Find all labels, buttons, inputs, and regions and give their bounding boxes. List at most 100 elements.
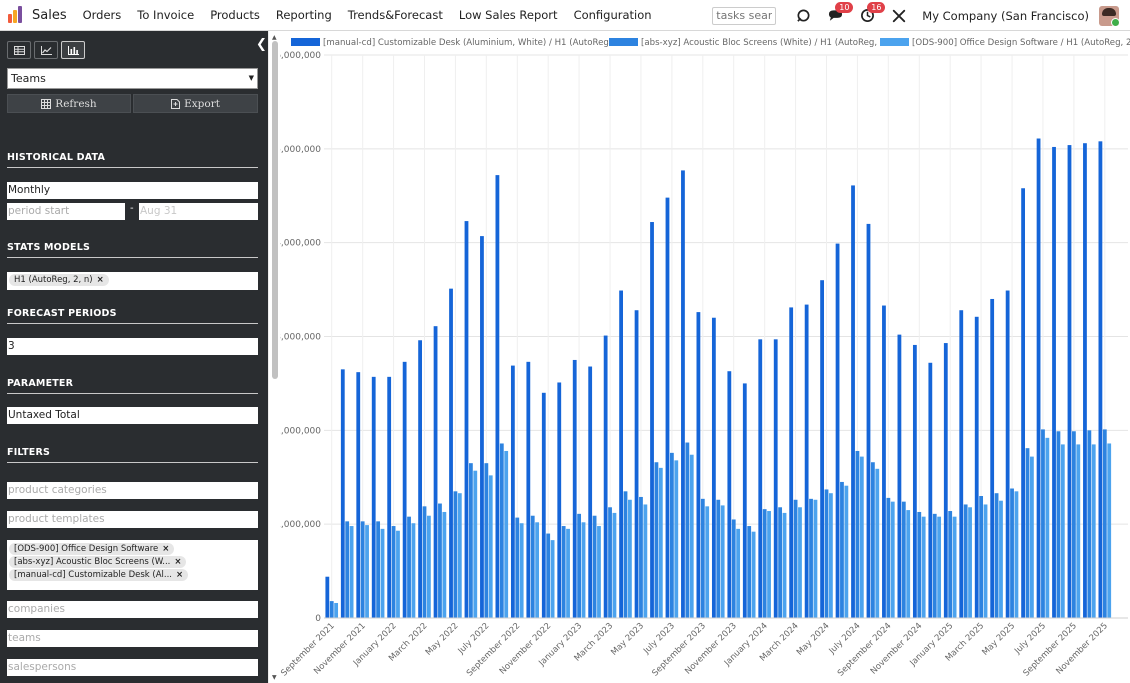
bar xyxy=(643,504,648,618)
bar xyxy=(1091,444,1096,618)
app-name[interactable]: Sales xyxy=(32,7,67,23)
bar xyxy=(1014,491,1019,618)
activities-clock-icon[interactable]: 16 xyxy=(858,1,886,25)
bar xyxy=(561,526,566,618)
tasks-search-input[interactable] xyxy=(712,6,777,25)
products-tag-field[interactable]: [ODS-900] Office Design Software × [abs-x… xyxy=(7,540,258,590)
product-categories-input[interactable]: product categories xyxy=(7,482,258,499)
messages-icon[interactable]: 10 xyxy=(826,1,854,25)
bar xyxy=(1098,141,1103,618)
bar xyxy=(886,497,891,618)
period-select[interactable]: Monthly xyxy=(7,182,258,199)
bar xyxy=(504,450,509,618)
teams-input[interactable]: teams xyxy=(7,630,258,647)
product-tag: [ODS-900] Office Design Software × xyxy=(9,543,175,555)
bar xyxy=(851,185,855,618)
salespersons-input[interactable]: salespersons xyxy=(7,659,258,676)
bar xyxy=(530,515,535,618)
scroll-up-arrow-icon[interactable]: ▲ xyxy=(272,34,277,41)
bar xyxy=(917,511,922,618)
top-navbar: Sales Orders To Invoice Products Reporti… xyxy=(0,0,1130,31)
menu-low-sales-report[interactable]: Low Sales Report xyxy=(458,8,558,22)
remove-tag-icon[interactable]: × xyxy=(174,557,182,567)
bar xyxy=(912,344,917,618)
bar xyxy=(577,513,582,618)
legend-swatch xyxy=(291,38,320,46)
bar xyxy=(700,498,705,618)
bar xyxy=(870,462,875,618)
remove-tag-icon[interactable]: × xyxy=(176,570,184,580)
bar xyxy=(495,175,500,618)
line-chart-view-icon[interactable] xyxy=(34,41,58,59)
bar xyxy=(402,361,407,618)
user-avatar[interactable] xyxy=(1099,5,1119,26)
product-tag-label: [manual-cd] Customizable Desk (Al... xyxy=(14,570,173,580)
bar xyxy=(952,516,957,618)
company-switcher[interactable]: My Company (San Francisco) xyxy=(922,8,1089,23)
bar xyxy=(681,170,685,619)
x-tick-label: September 2023 xyxy=(650,621,708,679)
period-end-input[interactable]: Aug 31 xyxy=(139,203,258,220)
y-tick-label: 0 xyxy=(315,614,321,624)
collapse-sidebar-icon[interactable]: ❮ xyxy=(256,37,267,52)
menu-to-invoice[interactable]: To Invoice xyxy=(137,8,195,22)
forecast-periods-input[interactable]: 3 xyxy=(7,338,258,355)
bar xyxy=(391,526,396,618)
x-tick-label: September 2024 xyxy=(836,621,894,679)
companies-input[interactable]: companies xyxy=(7,601,258,618)
bar xyxy=(994,493,999,618)
scrollbar-thumb[interactable] xyxy=(272,41,278,379)
bar xyxy=(360,521,365,618)
bar xyxy=(546,533,551,618)
parameter-select[interactable]: Untaxed Total xyxy=(7,407,258,424)
refresh-cycle-icon[interactable] xyxy=(794,7,812,25)
bar xyxy=(422,506,427,618)
bar xyxy=(711,317,716,618)
menu-orders[interactable]: Orders xyxy=(82,8,122,22)
bar xyxy=(696,312,701,618)
export-label: Export xyxy=(184,97,220,110)
x-tick-label: September 2025 xyxy=(1021,621,1079,679)
scroll-down-arrow-icon[interactable]: ▼ xyxy=(272,674,277,681)
bar xyxy=(1041,429,1045,618)
product-templates-input[interactable]: product templates xyxy=(7,511,258,528)
menu-trends-forecast[interactable]: Trends&Forecast xyxy=(347,8,443,22)
bar xyxy=(557,382,562,618)
menu-products[interactable]: Products xyxy=(210,8,260,22)
group-by-select[interactable]: Teams ▼ xyxy=(7,68,258,89)
bar xyxy=(999,500,1003,618)
refresh-button[interactable]: Refresh xyxy=(7,94,131,113)
period-start-input[interactable]: period start xyxy=(7,203,125,220)
product-tag-label: [abs-xyz] Acoustic Bloc Screens (W... xyxy=(14,557,171,567)
bar xyxy=(1071,431,1076,618)
stats-models-field[interactable]: H1 (AutoReg, 2, n) × xyxy=(7,272,258,290)
y-tick-label: 5,000,000 xyxy=(280,145,321,155)
bar xyxy=(727,371,732,618)
bar-chart-view-icon[interactable] xyxy=(61,41,85,59)
refresh-label: Refresh xyxy=(55,97,97,110)
bar xyxy=(1067,145,1072,618)
bar xyxy=(1052,146,1056,618)
bar xyxy=(928,362,933,618)
menu-reporting[interactable]: Reporting xyxy=(275,8,332,22)
activities-badge: 16 xyxy=(867,1,886,13)
remove-tag-icon[interactable]: × xyxy=(162,544,170,554)
bar xyxy=(875,468,880,618)
export-button[interactable]: Export xyxy=(133,94,258,113)
tools-icon[interactable] xyxy=(890,7,908,25)
bar xyxy=(778,507,783,618)
sidebar-scrollbar[interactable]: ▲ ▼ xyxy=(268,31,280,683)
sales-app-icon[interactable] xyxy=(7,6,25,24)
bar xyxy=(937,516,942,618)
remove-tag-icon[interactable]: × xyxy=(96,275,104,285)
bar xyxy=(793,499,798,618)
bar xyxy=(433,326,438,618)
bar xyxy=(890,501,895,618)
menu-configuration[interactable]: Configuration xyxy=(573,8,652,22)
bar xyxy=(921,516,926,618)
table-view-icon[interactable] xyxy=(7,41,31,59)
bar xyxy=(535,522,540,618)
bar xyxy=(665,197,670,619)
bar xyxy=(1025,448,1030,618)
x-tick-label: September 2022 xyxy=(465,621,523,679)
